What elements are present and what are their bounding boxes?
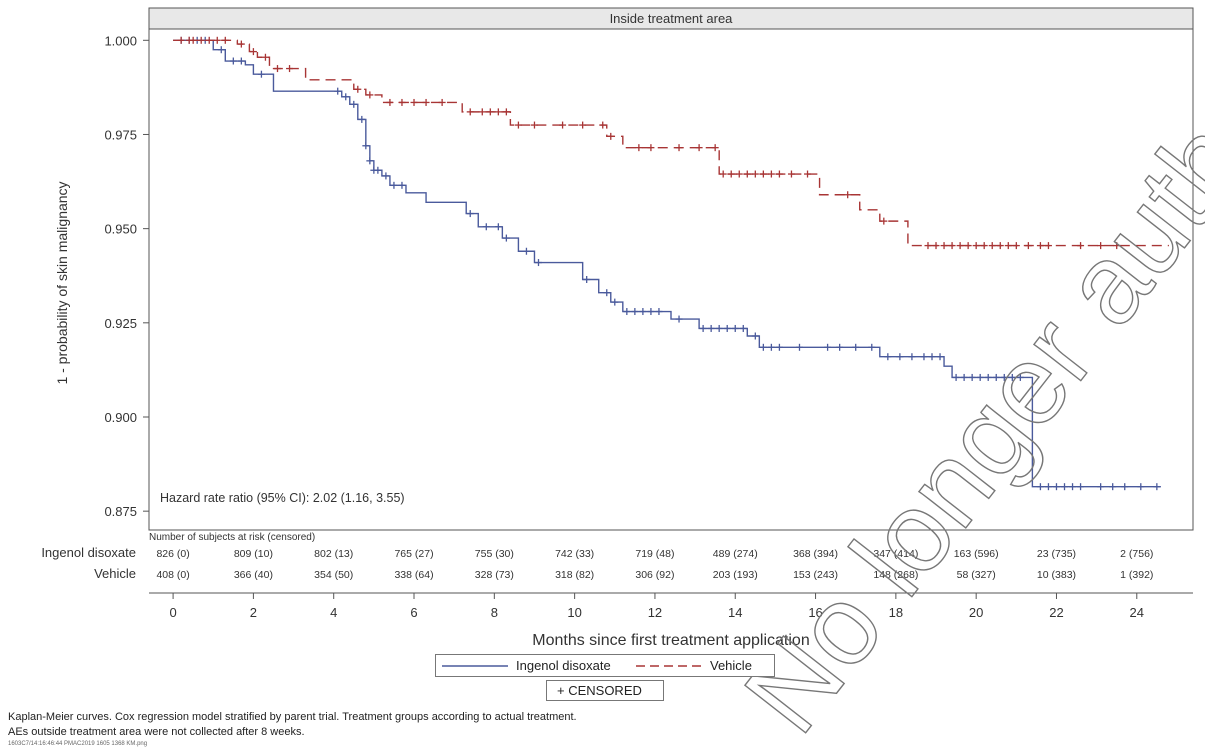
x-tick-label: 12 bbox=[648, 605, 662, 620]
at-risk-cell: 306 (92) bbox=[635, 569, 674, 581]
y-tick-label: 1.000 bbox=[104, 33, 137, 48]
y-axis: 1.000 0.975 0.950 0.925 0.900 0.875 bbox=[104, 33, 149, 519]
y-tick-label: 0.900 bbox=[104, 410, 137, 425]
at-risk-cell: 10 (383) bbox=[1037, 569, 1076, 581]
chart-subtitle: Inside treatment area bbox=[610, 11, 734, 26]
legend-entry-ingenol: Ingenol disoxate bbox=[516, 658, 611, 673]
censored-legend-label: + CENSORED bbox=[557, 683, 642, 698]
x-tick-label: 8 bbox=[491, 605, 498, 620]
x-tick-label: 22 bbox=[1049, 605, 1063, 620]
x-tick-label: 20 bbox=[969, 605, 983, 620]
at-risk-cell: 318 (82) bbox=[555, 569, 594, 581]
footnote-2: AEs outside treatment area were not coll… bbox=[8, 726, 305, 738]
at-risk-cell: 809 (10) bbox=[234, 548, 273, 560]
at-risk-cell: 354 (50) bbox=[314, 569, 353, 581]
hazard-annotation: Hazard rate ratio (95% CI): 2.02 (1.16, … bbox=[160, 491, 405, 505]
x-tick-label: 6 bbox=[410, 605, 417, 620]
at-risk-cell: 826 (0) bbox=[156, 548, 189, 560]
at-risk-cell: 23 (735) bbox=[1037, 548, 1076, 560]
at-risk-cell: 1 (392) bbox=[1120, 569, 1153, 581]
at-risk-cell: 408 (0) bbox=[156, 569, 189, 581]
at-risk-cell: 742 (33) bbox=[555, 548, 594, 560]
x-tick-label: 0 bbox=[169, 605, 176, 620]
at-risk-table: 826 (0) 809 (10) 802 (13) 765 (27) 755 (30) 7… bbox=[156, 548, 1153, 581]
x-tick-label: 10 bbox=[567, 605, 581, 620]
at-risk-cell: 338 (64) bbox=[394, 569, 433, 581]
legend-entry-vehicle: Vehicle bbox=[710, 658, 752, 673]
at-risk-cell: 366 (40) bbox=[234, 569, 273, 581]
footnote-3: 1603C7/14:16:46:44 PMAC2019 1605 1368 KM… bbox=[8, 741, 147, 747]
at-risk-cell: 765 (27) bbox=[394, 548, 433, 560]
y-tick-label: 0.925 bbox=[104, 316, 137, 331]
at-risk-cell: 719 (48) bbox=[635, 548, 674, 560]
legend: Ingenol disoxate Vehicle bbox=[435, 654, 775, 677]
at-risk-cell: 328 (73) bbox=[475, 569, 514, 581]
at-risk-cell: 2 (756) bbox=[1120, 548, 1153, 560]
x-tick-label: 4 bbox=[330, 605, 337, 620]
at-risk-cell: 802 (13) bbox=[314, 548, 353, 560]
at-risk-label-vehicle: Vehicle bbox=[94, 566, 136, 581]
at-risk-title: Number of subjects at risk (censored) bbox=[149, 532, 315, 543]
at-risk-cell: 489 (274) bbox=[713, 548, 758, 560]
x-tick-label: 24 bbox=[1130, 605, 1144, 620]
footnote-1: Kaplan-Meier curves. Cox regression mode… bbox=[8, 711, 577, 723]
at-risk-cell: 203 (193) bbox=[713, 569, 758, 581]
at-risk-cell: 755 (30) bbox=[475, 548, 514, 560]
y-axis-label: 1 - probability of skin malignancy bbox=[54, 181, 70, 384]
x-axis: 0 2 4 6 8 10 12 14 16 18 20 22 24 bbox=[169, 593, 1144, 620]
y-tick-label: 0.950 bbox=[104, 222, 137, 237]
y-tick-label: 0.975 bbox=[104, 127, 137, 142]
at-risk-label-ingenol: Ingenol disoxate bbox=[41, 545, 136, 560]
x-tick-label: 14 bbox=[728, 605, 742, 620]
y-tick-label: 0.875 bbox=[104, 504, 137, 519]
x-tick-label: 2 bbox=[250, 605, 257, 620]
censored-legend: + CENSORED bbox=[546, 680, 664, 701]
